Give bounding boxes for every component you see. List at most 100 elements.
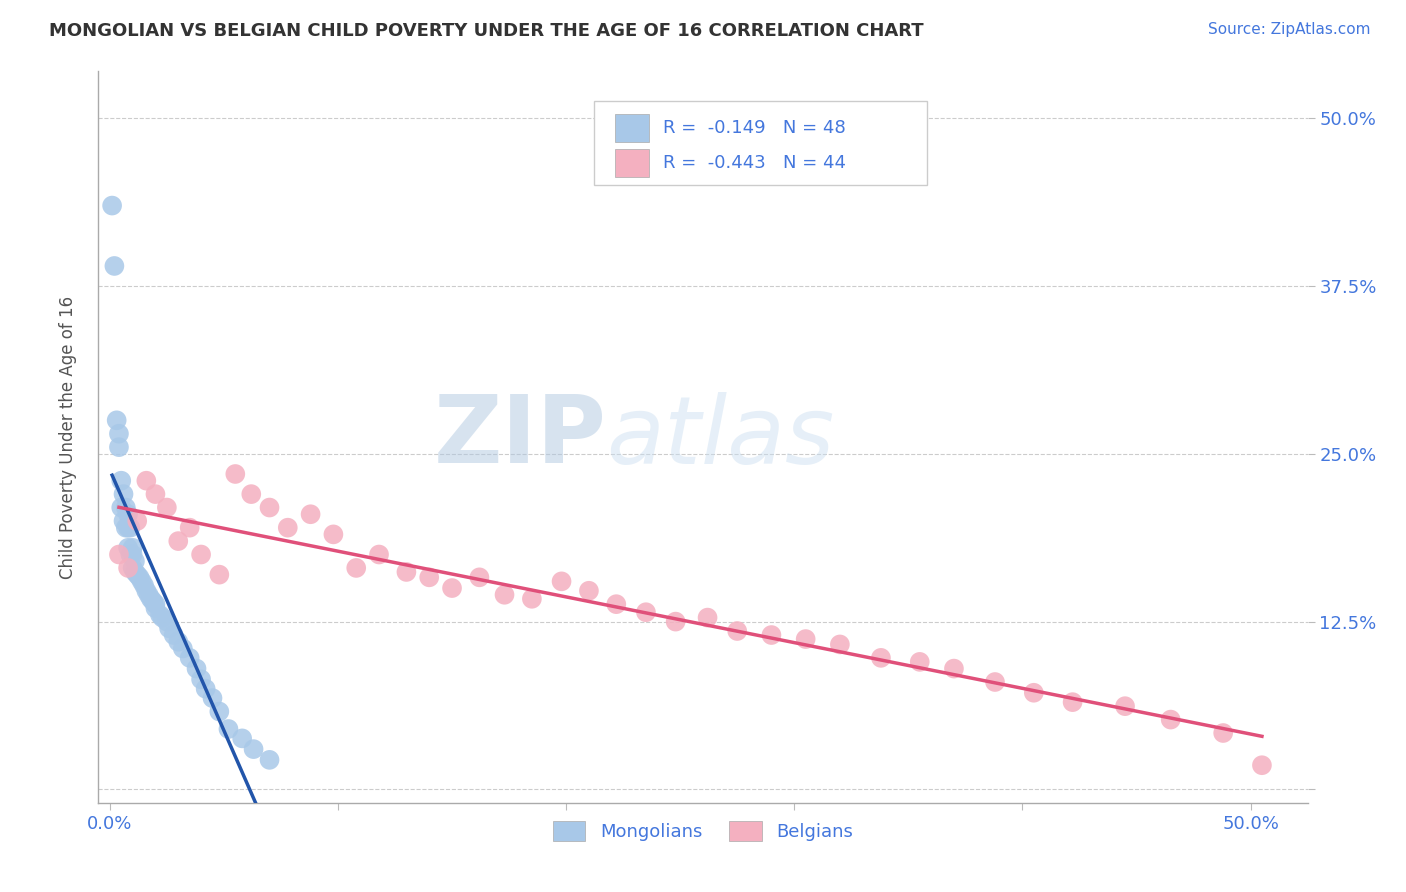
Point: [1160, 713, 1182, 727]
Point: [156, 500, 179, 515]
Point: [124, 565, 146, 579]
Point: [163, 628, 186, 642]
Point: [108, 440, 131, 454]
Point: [186, 662, 208, 676]
Point: [441, 581, 464, 595]
Point: [1022, 686, 1045, 700]
Point: [665, 615, 688, 629]
Point: [794, 632, 817, 646]
FancyBboxPatch shape: [595, 101, 927, 185]
Text: MONGOLIAN VS BELGIAN CHILD POVERTY UNDER THE AGE OF 16 CORRELATION CHART: MONGOLIAN VS BELGIAN CHILD POVERTY UNDER…: [49, 22, 924, 40]
Point: [696, 610, 718, 624]
Point: [208, 705, 231, 719]
Point: [418, 570, 440, 584]
Point: [110, 474, 132, 488]
Point: [117, 521, 139, 535]
Point: [108, 426, 131, 441]
Point: [634, 605, 657, 619]
Point: [121, 548, 143, 562]
Point: [201, 691, 224, 706]
Point: [190, 673, 212, 687]
Point: [150, 610, 173, 624]
Point: [179, 651, 201, 665]
Y-axis label: Child Poverty Under the Age of 16: Child Poverty Under the Age of 16: [59, 295, 77, 579]
Point: [103, 259, 125, 273]
FancyBboxPatch shape: [614, 114, 648, 142]
Point: [121, 541, 143, 555]
Point: [145, 597, 167, 611]
Point: [167, 634, 190, 648]
Point: [322, 527, 344, 541]
Point: [368, 548, 391, 562]
Point: [870, 651, 893, 665]
Point: [942, 662, 965, 676]
Point: [114, 521, 136, 535]
Point: [179, 521, 201, 535]
Point: [156, 615, 179, 629]
Point: [157, 621, 180, 635]
Text: atlas: atlas: [606, 392, 835, 483]
Point: [121, 561, 143, 575]
Point: [128, 570, 150, 584]
FancyBboxPatch shape: [614, 149, 648, 177]
Point: [190, 548, 212, 562]
Point: [101, 198, 124, 212]
Point: [1062, 695, 1084, 709]
Point: [120, 548, 142, 562]
Point: [344, 561, 367, 575]
Point: [105, 413, 128, 427]
Text: ZIP: ZIP: [433, 391, 606, 483]
Point: [194, 681, 217, 696]
Point: [468, 570, 491, 584]
Point: [208, 567, 231, 582]
Text: R =  -0.443   N = 44: R = -0.443 N = 44: [664, 153, 846, 172]
Point: [114, 500, 136, 515]
Point: [142, 594, 165, 608]
Legend: Mongolians, Belgians: Mongolians, Belgians: [546, 814, 860, 848]
Point: [135, 583, 157, 598]
Point: [242, 742, 264, 756]
Point: [112, 514, 135, 528]
Point: [259, 500, 281, 515]
Point: [231, 731, 253, 746]
Point: [240, 487, 263, 501]
Point: [120, 521, 142, 535]
Point: [605, 597, 627, 611]
Point: [117, 508, 139, 522]
Point: [167, 534, 190, 549]
Point: [259, 753, 281, 767]
Point: [112, 487, 135, 501]
Point: [395, 565, 418, 579]
Point: [139, 591, 162, 606]
Point: [828, 637, 851, 651]
Point: [277, 521, 299, 535]
Point: [578, 583, 600, 598]
Point: [108, 548, 131, 562]
Point: [117, 561, 139, 575]
Point: [138, 588, 160, 602]
Point: [135, 474, 157, 488]
Point: [132, 578, 155, 592]
Point: [1114, 699, 1136, 714]
Point: [131, 574, 153, 589]
Point: [520, 591, 543, 606]
Point: [224, 467, 246, 481]
Point: [127, 567, 149, 582]
Point: [149, 607, 172, 622]
Point: [494, 588, 516, 602]
Point: [145, 487, 167, 501]
Point: [117, 541, 139, 555]
Point: [984, 675, 1007, 690]
Text: R =  -0.149   N = 48: R = -0.149 N = 48: [664, 119, 846, 136]
Point: [761, 628, 783, 642]
Point: [124, 554, 146, 568]
Point: [725, 624, 748, 638]
Text: Source: ZipAtlas.com: Source: ZipAtlas.com: [1208, 22, 1371, 37]
Point: [217, 722, 239, 736]
Point: [1212, 726, 1234, 740]
Point: [299, 508, 322, 522]
Point: [110, 500, 132, 515]
Point: [550, 574, 572, 589]
Point: [908, 655, 931, 669]
Point: [1251, 758, 1274, 772]
